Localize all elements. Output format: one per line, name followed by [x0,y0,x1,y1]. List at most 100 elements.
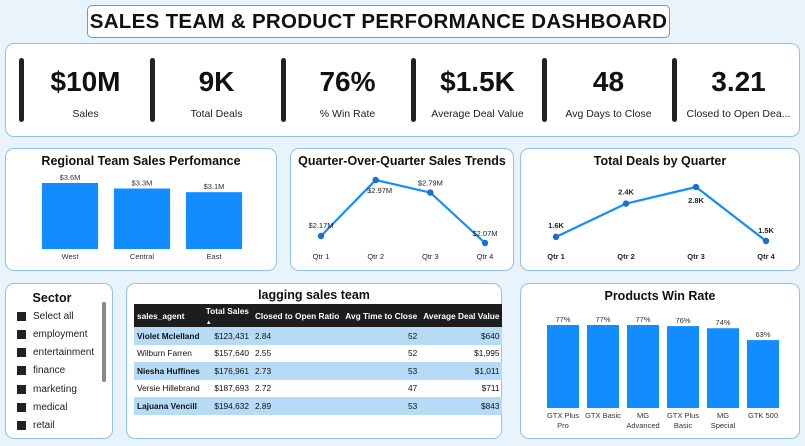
option-label: medical [33,401,68,413]
column-header-total-sales[interactable]: Total Sales ▲ [202,304,252,327]
kpi-value: 9K [198,66,235,97]
kpi-sales[interactable]: $10M Sales [19,56,144,126]
data-label: $3.1M [204,182,225,191]
checkbox-icon[interactable] [17,384,26,394]
tick-label: East [206,252,222,261]
qoq-sales-card[interactable]: Quarter-Over-Quarter Sales Trends $2.17M… [290,148,514,271]
sort-ascending-icon: ▲ [205,319,212,326]
data-point [427,189,434,196]
kpi-value: 48 [592,66,625,97]
cell-avg-time: 53 [342,397,421,415]
cell-total-sales: $176,961 [202,362,252,380]
tick-label: MG [717,411,729,420]
bar [667,326,699,408]
cell-agent: Lajuana Vencill [134,397,203,415]
bar [747,340,779,408]
data-label: $3.6M [60,173,81,182]
kpi-avg-days-to-close[interactable]: 48 Avg Days to Close [542,56,667,126]
checkbox-icon[interactable] [17,402,26,412]
column-header-closed-to-open-ratio[interactable]: Closed to Open Ratio [251,304,343,327]
sector-option-medical[interactable]: medical [17,400,67,414]
tick-label: Qtr 3 [687,252,705,261]
bar [627,325,659,408]
checkbox-icon[interactable] [17,365,26,375]
data-label: 77% [555,315,570,324]
kpi-accent-bar [19,58,24,122]
checkbox-icon[interactable] [17,311,26,321]
data-label: $2.79M [418,179,443,188]
sector-option-select-all[interactable]: Select all [17,309,74,323]
cell-ratio: 2.73 [251,362,343,380]
kpi-label: Total Deals [190,108,243,120]
cell-avg-deal: $711 [481,383,500,394]
kpi-value: $1.5K [440,66,515,97]
cell-agent: Wilburn Farren [137,348,192,359]
checkbox-icon[interactable] [17,329,26,339]
cell-avg-time: 53 [342,362,421,380]
tick-label: Qtr 4 [757,252,775,261]
tick-label: Qtr 4 [477,252,494,261]
table-row[interactable]: Violet Mclelland $123,431 2.84 52 $640 [134,327,503,345]
data-point [317,232,325,240]
sector-option-employment[interactable]: employment [17,327,87,341]
data-label: 2.4K [618,188,634,197]
data-label: 1.5K [758,226,774,235]
kpi-value: $10M [50,66,121,97]
tick-label: Qtr 1 [313,252,330,261]
kpi-win-rate[interactable]: 76% % Win Rate [281,56,406,126]
products-win-rate-card[interactable]: Products Win Rate 77% GTX Plus Pro 77% GTX B… [520,283,800,439]
cell-agent: Violet Mclelland [134,327,203,345]
cell-ratio: 2.72 [254,383,272,394]
cell-agent: Versie Hillebrand [137,383,200,394]
tick-label: Advanced [626,421,659,430]
sector-option-retail[interactable]: retail [17,418,55,432]
kpi-total-deals[interactable]: 9K Total Deals [150,56,275,126]
bar [185,192,243,249]
table-row[interactable]: Lajuana Vencill $194,632 2.89 53 $843 [134,397,503,415]
regional-sales-card[interactable]: Regional Team Sales Perfomance $3.6M West… [5,148,277,271]
lagging-sales-team-card: lagging sales team sales_agent Total Sal… [126,283,503,439]
kpi-accent-bar [411,58,416,122]
sector-option-finance[interactable]: finance [17,363,65,377]
tick-label: MG [637,411,649,420]
column-header-avg-time-to-close[interactable]: Avg Time to Close [342,304,421,327]
table-row[interactable]: Wilburn Farren $157,640 2.55 52 $1,995 [134,345,502,363]
sector-option-entertainment[interactable]: entertainment [17,345,94,359]
tick-label: West [62,252,80,261]
cell-agent: Niesha Huffines [134,362,203,380]
cell-total-sales: $123,431 [202,327,252,345]
tick-label: Qtr 3 [422,252,439,261]
chart-title: Quarter-Over-Quarter Sales Trends [298,154,506,168]
sector-option-marketing[interactable]: marketing [17,382,77,396]
column-header-sales-agent[interactable]: sales_agent [134,304,203,327]
checkbox-icon[interactable] [17,347,26,357]
data-label: 1.6K [548,221,564,230]
cell-avg-time: 52 [407,348,418,359]
series-line [555,185,767,242]
kpi-accent-bar [281,58,286,122]
lagging-sales-table: sales_agent Total Sales ▲ Closed to Open … [134,304,503,415]
kpi-average-deal-value[interactable]: $1.5K Average Deal Value [411,56,536,126]
bar [41,183,99,249]
cell-avg-deal: $640 [420,327,503,345]
data-label: 63% [755,330,770,339]
cell-avg-time: 47 [407,383,418,394]
kpi-value: 3.21 [711,66,766,97]
deals-by-quarter-card[interactable]: Total Deals by Quarter 1.6K Qtr 1 2.4K Qtr … [520,148,800,271]
checkbox-icon[interactable] [17,420,26,430]
tick-label: GTX Plus [547,411,579,420]
option-label: retail [33,419,55,431]
data-label: 77% [635,315,650,324]
column-header-average-deal-value[interactable]: Average Deal Value [420,304,503,327]
kpi-accent-bar [542,58,547,122]
table-row[interactable]: Niesha Huffines $176,961 2.73 53 $1,011 [134,362,503,380]
data-point [762,237,770,245]
kpi-label: Average Deal Value [431,108,524,120]
series-line [320,178,486,244]
slicer-scrollbar[interactable] [102,302,106,382]
kpi-closed-to-open[interactable]: 3.21 Closed to Open Dea... [672,56,797,126]
table-row[interactable]: Versie Hillebrand $187,693 2.72 47 $711 [134,380,502,398]
option-label: Select all [33,310,74,322]
bar [547,325,579,408]
